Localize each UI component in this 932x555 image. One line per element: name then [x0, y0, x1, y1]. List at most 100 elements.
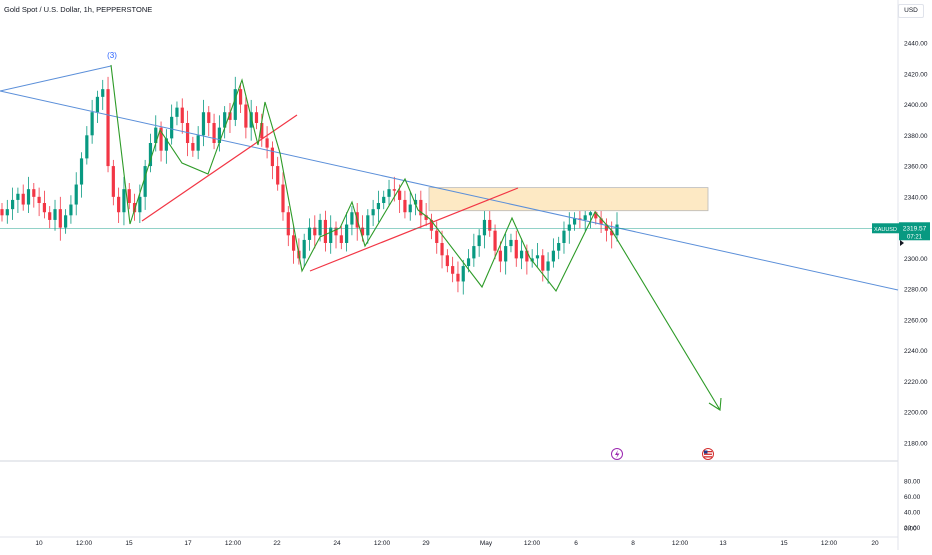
- candle-body: [265, 138, 269, 148]
- candle-body: [111, 166, 115, 197]
- trendline-left-segment: [0, 65, 112, 92]
- price-tick-label: 2380.00: [904, 133, 928, 140]
- time-tick-label: 6: [574, 540, 578, 547]
- descending-trendline: [0, 90, 899, 291]
- lightning-event-icon[interactable]: [611, 448, 623, 460]
- candle-body: [0, 209, 4, 216]
- price-tick-label: 2440.00: [904, 41, 928, 48]
- candle-body: [615, 224, 619, 236]
- time-tick-label: 15: [780, 540, 788, 547]
- candle-body: [223, 112, 227, 128]
- candle-body: [270, 147, 274, 167]
- price-tick-label: 2280.00: [904, 287, 928, 294]
- candle-body: [117, 196, 121, 213]
- symbol-label: XAUUSD: [874, 227, 897, 233]
- candle-body: [461, 266, 465, 282]
- candle-body: [180, 107, 184, 123]
- candle-body: [85, 135, 89, 159]
- candle-body: [382, 196, 386, 203]
- candle-body: [201, 112, 206, 136]
- current-price-label: 2319.57: [903, 225, 927, 232]
- candle-body: [567, 224, 571, 231]
- candle-body: [445, 255, 449, 267]
- time-tick-label: 12:00: [821, 540, 838, 547]
- lower-pane-tick-label: 80.00: [904, 479, 921, 486]
- candle-body: [69, 204, 73, 216]
- resistance-zone: [428, 187, 709, 212]
- candle-body: [525, 250, 529, 262]
- candle-body: [276, 166, 280, 185]
- time-tick-label: May: [480, 540, 493, 547]
- price-tick-label: 2340.00: [904, 194, 928, 201]
- candle-body: [281, 184, 285, 213]
- candle-body: [58, 209, 62, 228]
- candle-body: [302, 239, 306, 259]
- candle-body: [488, 219, 492, 231]
- candle-body: [42, 203, 47, 213]
- candle-body: [196, 135, 200, 151]
- candle-body: [26, 189, 31, 205]
- time-tick-label: 24: [333, 540, 341, 547]
- candle-body: [366, 215, 370, 236]
- candle-body: [424, 215, 428, 220]
- candle-body: [504, 246, 508, 262]
- zigzag-wave-pattern: [110, 64, 721, 411]
- price-tick-label: 2200.00: [904, 410, 928, 417]
- candle-body: [53, 209, 57, 220]
- time-tick-label: 12:00: [76, 540, 93, 547]
- candle-body: [313, 227, 317, 236]
- candle-body: [238, 89, 243, 105]
- candle-body: [419, 199, 423, 216]
- price-tick-label: 2220.00: [904, 379, 928, 386]
- candle-body: [350, 212, 354, 225]
- lower-pane-tick-label: 60.00: [904, 494, 921, 501]
- candle-body: [334, 227, 338, 236]
- support-line: [141, 114, 298, 222]
- time-tick-label: 12:00: [374, 540, 391, 547]
- candle-body: [286, 212, 290, 236]
- candle-body: [398, 190, 402, 200]
- us-flag-event-icon[interactable]: [702, 448, 714, 460]
- candle-body: [233, 89, 237, 120]
- candle-body: [64, 215, 68, 228]
- candle-body: [191, 143, 195, 151]
- candle-body: [318, 219, 322, 236]
- time-tick-label: 12:00: [672, 540, 689, 547]
- candle-body: [599, 218, 603, 225]
- candle-body: [74, 184, 78, 205]
- candle-body: [106, 89, 110, 167]
- candle-body: [95, 96, 100, 113]
- candle-body: [127, 189, 131, 203]
- candle-body: [37, 196, 41, 203]
- projection-arrowhead: [708, 397, 722, 411]
- currency-button[interactable]: USD: [898, 4, 924, 18]
- candle-body: [456, 273, 460, 282]
- candle-body: [435, 230, 439, 243]
- candle-body: [403, 199, 407, 213]
- candle-body: [254, 112, 259, 123]
- candle-body: [588, 212, 593, 216]
- time-tick-label: 10: [35, 540, 43, 547]
- candle-body: [323, 219, 328, 243]
- candle-body: [217, 127, 221, 143]
- price-tick-label: 2240.00: [904, 348, 928, 355]
- candle-body: [583, 215, 587, 220]
- price-tag: [899, 222, 930, 241]
- time-tick-label: 17: [184, 540, 192, 547]
- price-tick-label: 2360.00: [904, 164, 928, 171]
- candle-body: [387, 189, 391, 197]
- candle-body: [376, 203, 381, 210]
- candle-body: [498, 250, 502, 262]
- time-tick-label: 15: [125, 540, 133, 547]
- candle-body: [345, 224, 349, 243]
- lower-pane-tick-label: 0.00: [904, 526, 917, 533]
- candle-body: [132, 203, 137, 213]
- candle-body: [16, 193, 20, 200]
- lower-pane-tick-label: 40.00: [904, 510, 921, 517]
- symbol-tag: [872, 223, 899, 234]
- candle-body: [32, 189, 36, 197]
- candle-body: [477, 235, 481, 247]
- candle-body: [122, 189, 126, 213]
